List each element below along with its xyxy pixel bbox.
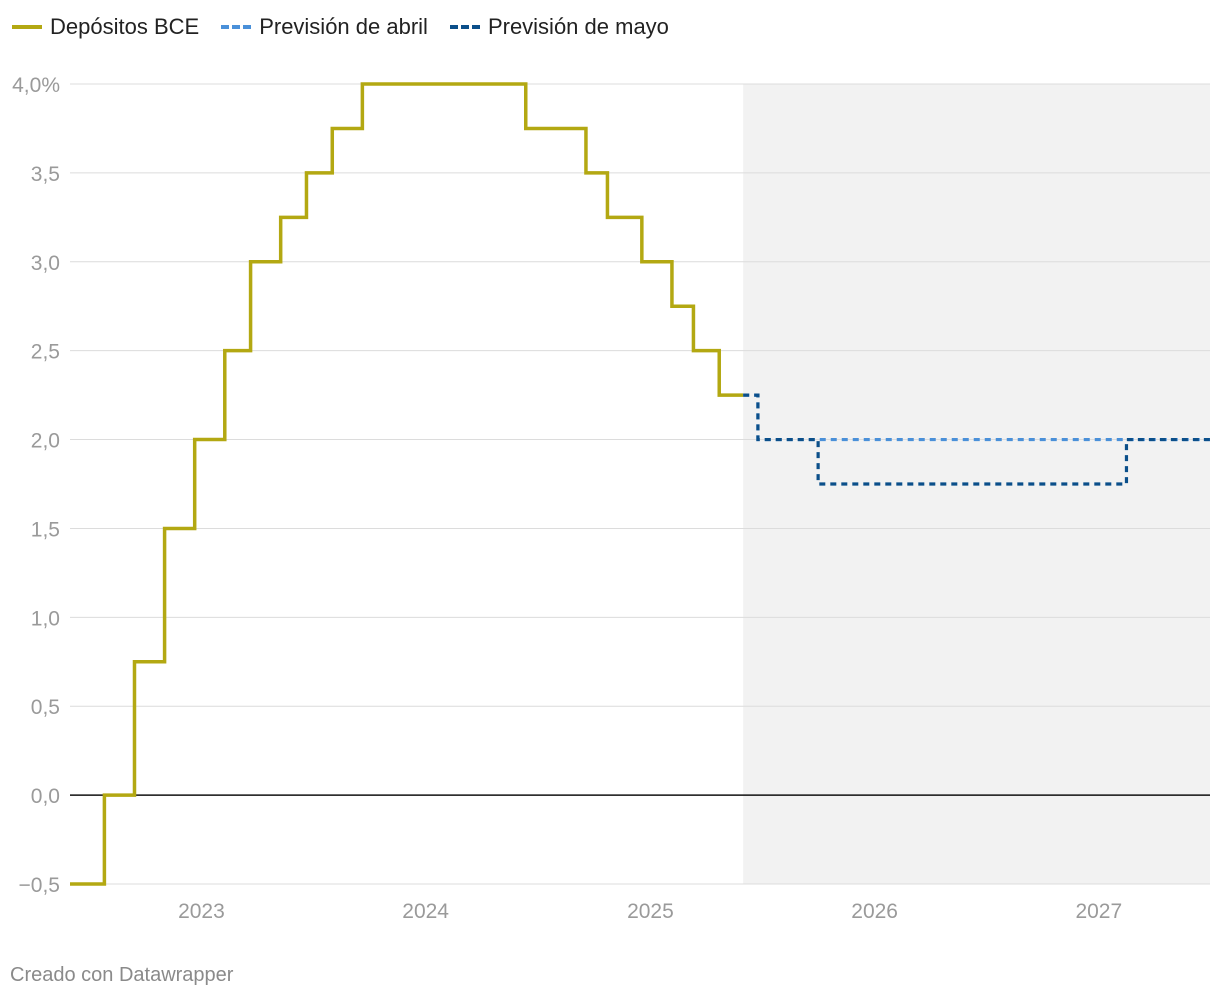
y-axis-ticks: 4,0% 3,5 3,0 2,5 2,0 1,5 1,0 0,5 0,0 −0,5 [12,74,60,897]
x-tick-label: 2027 [1075,900,1122,923]
legend-label-depositos: Depósitos BCE [50,14,200,39]
y-tick-label: 3,5 [31,163,60,186]
x-tick-label: 2025 [627,900,674,923]
y-tick-label: 3,0 [31,252,60,275]
y-tick-label: 4,0% [12,74,60,97]
legend-swatch-depositos [12,25,42,29]
legend: Depósitos BCE Previsión de abril Previsi… [12,14,669,40]
y-tick-label: −0,5 [19,874,60,897]
series-lines [70,82,1210,886]
series-line-prevision-mayo [743,393,1210,486]
y-tick-label: 0,0 [31,785,60,808]
legend-item-depositos: Depósitos BCE [12,14,199,40]
series-line-depositos [70,82,744,886]
legend-item-mayo: Previsión de mayo [449,14,669,40]
legend-swatch-abril [221,25,252,29]
x-tick-label: 2023 [178,900,225,923]
legend-label-abril: Previsión de abril [259,14,428,39]
y-tick-label: 0,5 [31,696,60,719]
legend-item-abril: Previsión de abril [221,14,428,40]
x-tick-label: 2026 [851,900,898,923]
footer-credit: Creado con Datawrapper [10,964,234,986]
x-tick-label: 2024 [402,900,449,923]
legend-swatch-mayo [449,25,480,29]
y-tick-label: 2,5 [31,341,60,364]
legend-label-mayo: Previsión de mayo [487,14,669,39]
y-tick-label: 1,0 [31,607,60,630]
x-axis-ticks: 2023 2024 2025 2026 2027 [178,900,1122,923]
y-tick-label: 2,0 [31,430,60,453]
y-tick-label: 1,5 [31,518,60,541]
